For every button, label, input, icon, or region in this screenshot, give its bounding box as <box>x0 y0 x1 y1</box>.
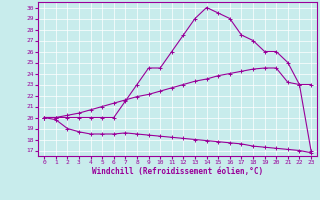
X-axis label: Windchill (Refroidissement éolien,°C): Windchill (Refroidissement éolien,°C) <box>92 167 263 176</box>
